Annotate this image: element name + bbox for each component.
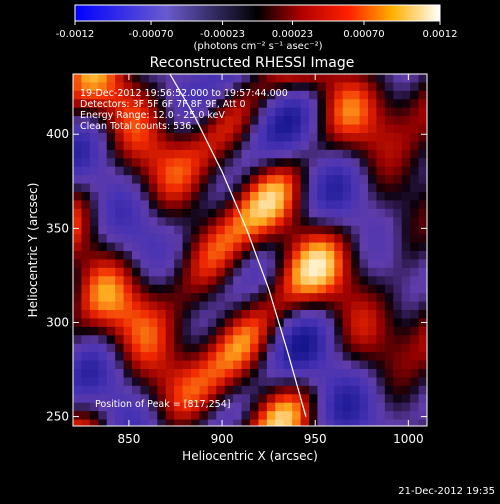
y-tick-label: 250 [46, 410, 69, 424]
annotation-detectors: Detectors: 3F 5F 6F 7F 8F 9F, Att 0 [80, 99, 246, 110]
axis-ticks: 850 900 950 1000 250 300 350 400 [46, 74, 427, 446]
y-tick-label: 350 [46, 221, 69, 235]
colorbar-tick-label: -0.00023 [200, 29, 245, 40]
colorbar-ticks: -0.0012 -0.00070 -0.00023 0.00023 0.00070 0.0… [56, 21, 458, 40]
x-tick-label: 850 [117, 432, 140, 446]
x-tick-label: 950 [304, 432, 327, 446]
colorbar [74, 4, 441, 22]
footer-date: 21-Dec-2012 19:35 [398, 486, 495, 497]
x-tick-label: 1000 [393, 432, 424, 446]
annotation-time-range: 19-Dec-2012 19:56:52.000 to 19:57:44.000 [80, 88, 288, 99]
colorbar-tick-label: -0.00070 [129, 29, 174, 40]
plot-frame [72, 73, 428, 427]
annotation-clean-counts: Clean Total counts: 536. [80, 121, 194, 132]
colorbar-tick-label: 0.00070 [343, 29, 384, 40]
y-axis-label: Heliocentric Y (arcsec) [26, 183, 40, 318]
solar-limb-curve [169, 74, 307, 417]
heatmap-image [73, 74, 427, 426]
y-tick-label: 300 [46, 315, 69, 329]
chart-title: Reconstructed RHESSI Image [150, 55, 355, 71]
colorbar-units-label: (photons cm⁻² s⁻¹ asec⁻²) [193, 41, 322, 52]
x-axis-label: Heliocentric X (arcsec) [182, 449, 318, 463]
peak-position-label: Position of Peak = [817,254] [95, 399, 230, 410]
y-tick-label: 400 [46, 127, 69, 141]
colorbar-tick-label: 0.0012 [423, 29, 458, 40]
colorbar-tick-label: -0.0012 [56, 29, 95, 40]
colorbar-tick-label: 0.00023 [272, 29, 313, 40]
x-tick-label: 900 [211, 432, 234, 446]
annotation-energy-range: Energy Range: 12.0 - 25.0 keV [80, 110, 225, 121]
